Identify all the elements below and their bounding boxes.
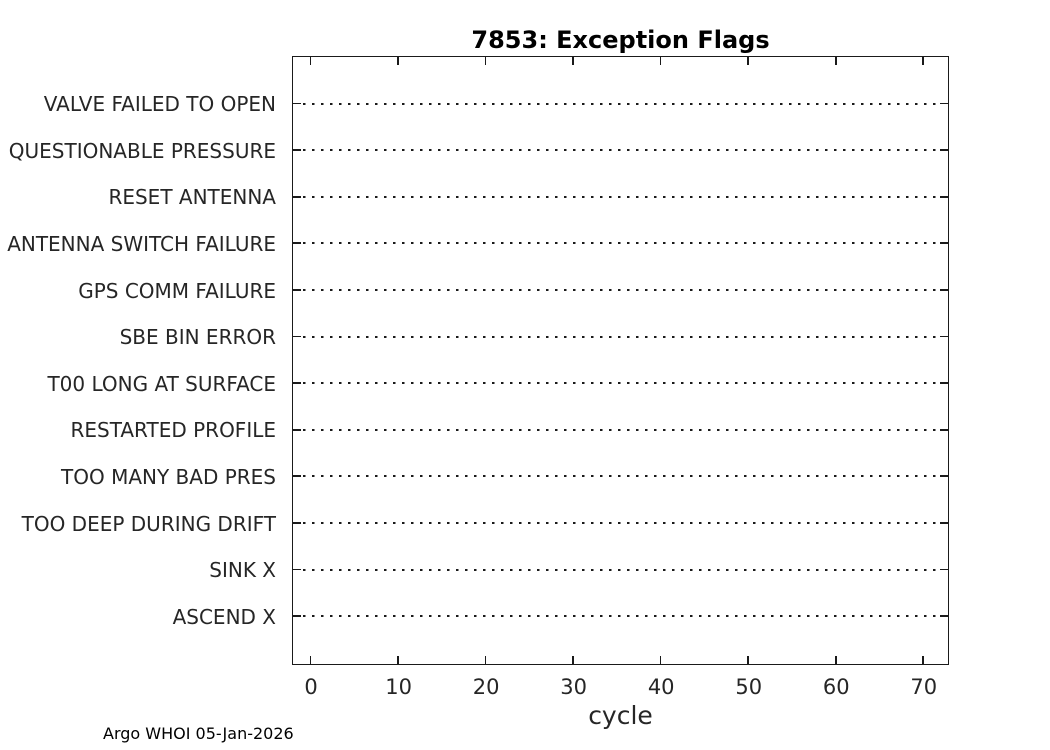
- y-category-label: SINK X: [209, 558, 276, 583]
- dotted-baseline: [303, 149, 938, 152]
- dotted-baseline: [303, 428, 938, 431]
- y-tick-left: [293, 615, 301, 617]
- y-tick-left: [293, 568, 301, 571]
- x-tick-label: 40: [647, 675, 675, 699]
- y-tick-left: [293, 289, 301, 291]
- x-tick-top: [484, 57, 487, 65]
- x-tick-label: 70: [910, 675, 938, 699]
- category-baseline-row: [293, 522, 948, 524]
- x-tick-label: 10: [385, 675, 412, 699]
- y-tick-left: [293, 382, 301, 384]
- category-baseline-row: [293, 289, 948, 291]
- x-tick-bottom: [922, 656, 925, 664]
- category-baseline-row: [293, 149, 948, 152]
- y-tick-right: [940, 475, 948, 478]
- y-tick-right: [940, 428, 948, 431]
- x-axis-label: cycle: [588, 701, 653, 730]
- y-tick-left: [293, 335, 301, 338]
- y-category-label: RESTARTED PROFILE: [70, 418, 276, 443]
- y-tick-left: [293, 102, 301, 105]
- y-tick-right: [940, 615, 948, 617]
- dotted-baseline: [303, 475, 938, 478]
- x-axis-tick-labels: 0 10 20 30 40 50 60 70: [0, 675, 1050, 701]
- y-category-label: GPS COMM FAILURE: [78, 278, 276, 303]
- x-tick-bottom: [397, 656, 399, 664]
- y-tick-left: [293, 195, 301, 198]
- x-tick-label: 0: [304, 675, 318, 699]
- y-tick-left: [293, 242, 301, 245]
- category-baseline-row: [293, 335, 948, 338]
- x-tick-label: 20: [472, 675, 500, 699]
- y-category-label: SBE BIN ERROR: [119, 325, 276, 350]
- x-tick-bottom: [834, 656, 837, 664]
- x-tick-top: [309, 57, 312, 65]
- dotted-baseline: [303, 195, 938, 198]
- category-baseline-row: [293, 102, 948, 105]
- y-axis-labels: VALVE FAILED TO OPEN QUESTIONABLE PRESSUR…: [0, 56, 284, 665]
- x-tick-bottom: [309, 656, 312, 664]
- y-category-label: QUESTIONABLE PRESSURE: [8, 138, 276, 163]
- y-category-label: ANTENNA SWITCH FAILURE: [7, 232, 276, 256]
- category-baseline-row: [293, 382, 948, 385]
- dotted-baseline: [303, 615, 938, 618]
- y-tick-right: [940, 195, 948, 198]
- x-tick-top: [572, 57, 574, 65]
- y-tick-left: [293, 428, 301, 431]
- dotted-baseline: [303, 568, 938, 571]
- category-baseline-row: [293, 242, 948, 245]
- x-tick-bottom: [659, 656, 662, 664]
- y-category-label: TOO MANY BAD PRES: [61, 465, 276, 489]
- category-baseline-row: [293, 568, 948, 571]
- y-tick-left: [293, 522, 301, 524]
- plot-area: [292, 56, 949, 665]
- x-tick-bottom: [484, 656, 487, 664]
- y-category-label: RESET ANTENNA: [108, 185, 276, 210]
- category-baseline-row: [293, 195, 948, 198]
- y-category-label: VALVE FAILED TO OPEN: [43, 92, 276, 117]
- y-category-label: TOO DEEP DURING DRIFT: [21, 511, 276, 536]
- category-baseline-row: [293, 475, 948, 478]
- x-tick-top: [747, 57, 750, 65]
- dotted-baseline: [303, 335, 938, 338]
- dotted-baseline: [303, 522, 938, 524]
- y-tick-right: [940, 335, 948, 338]
- footer-annotation: Argo WHOI 05-Jan-2026: [103, 724, 294, 743]
- x-tick-bottom: [572, 656, 574, 664]
- y-tick-right: [940, 382, 948, 384]
- x-tick-top: [922, 57, 925, 65]
- x-tick-top: [397, 57, 399, 65]
- y-tick-right: [940, 149, 948, 151]
- y-tick-left: [293, 149, 301, 151]
- x-tick-label: 60: [822, 675, 850, 699]
- chart-title: 7853: Exception Flags: [471, 26, 770, 54]
- dotted-baseline: [303, 102, 938, 105]
- y-tick-right: [940, 242, 948, 245]
- y-tick-left: [293, 475, 301, 478]
- x-tick-top: [834, 57, 837, 65]
- dotted-baseline: [303, 242, 938, 245]
- dotted-baseline: [303, 382, 938, 385]
- y-tick-right: [940, 568, 948, 571]
- category-baseline-row: [293, 428, 948, 431]
- x-tick-top: [659, 57, 662, 65]
- x-tick-bottom: [747, 656, 750, 664]
- dotted-baseline: [303, 289, 938, 291]
- y-category-label: T00 LONG AT SURFACE: [47, 371, 276, 396]
- y-tick-right: [940, 102, 948, 105]
- x-tick-label: 50: [735, 675, 763, 699]
- x-tick-label: 30: [560, 675, 588, 699]
- category-baseline-row: [293, 615, 948, 618]
- y-category-label: ASCEND X: [172, 604, 276, 629]
- y-tick-right: [940, 522, 948, 524]
- y-tick-right: [940, 289, 948, 291]
